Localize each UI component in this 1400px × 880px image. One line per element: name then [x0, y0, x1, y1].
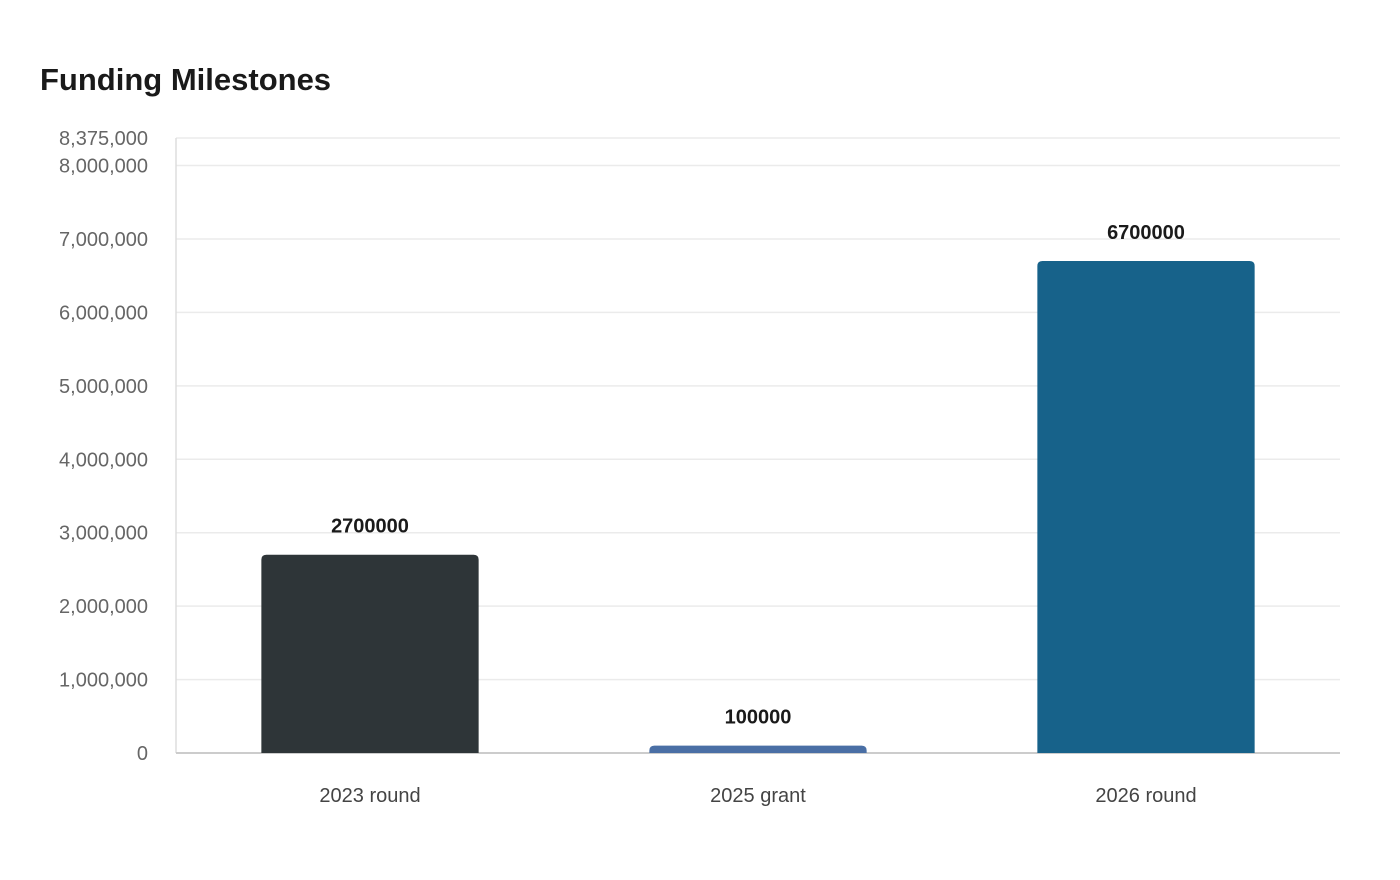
y-tick-label: 5,000,000 — [59, 376, 148, 398]
y-tick-label: 2,000,000 — [59, 596, 148, 618]
chart-title: Funding Milestones — [40, 62, 332, 97]
value-labels: 2700000 100000 6700000 — [331, 222, 1185, 729]
y-tick-label: 0 — [137, 743, 148, 765]
category-label: 2026 round — [1095, 785, 1196, 807]
y-tick-label: 3,000,000 — [59, 523, 148, 545]
value-label: 2700000 — [331, 516, 409, 538]
value-label: 6700000 — [1107, 222, 1185, 244]
bar-2026-round — [1037, 261, 1255, 753]
y-tick-labels: 0 1,000,000 2,000,000 3,000,000 4,000,000 5,0… — [59, 128, 148, 765]
value-label: 100000 — [725, 707, 792, 729]
y-tick-label: 7,000,000 — [59, 229, 148, 251]
category-label: 2023 round — [319, 785, 420, 807]
y-tick-label: 4,000,000 — [59, 449, 148, 471]
y-tick-label: 8,000,000 — [59, 156, 148, 178]
y-tick-label: 8,375,000 — [59, 128, 148, 150]
bar-2025-grant — [649, 745, 867, 753]
category-label: 2025 grant — [710, 785, 806, 807]
y-tick-label: 6,000,000 — [59, 302, 148, 324]
bar-2023-round — [261, 554, 479, 753]
y-tick-label: 1,000,000 — [59, 670, 148, 692]
category-labels: 2023 round 2025 grant 2026 round — [319, 785, 1196, 807]
bars — [261, 261, 1255, 753]
